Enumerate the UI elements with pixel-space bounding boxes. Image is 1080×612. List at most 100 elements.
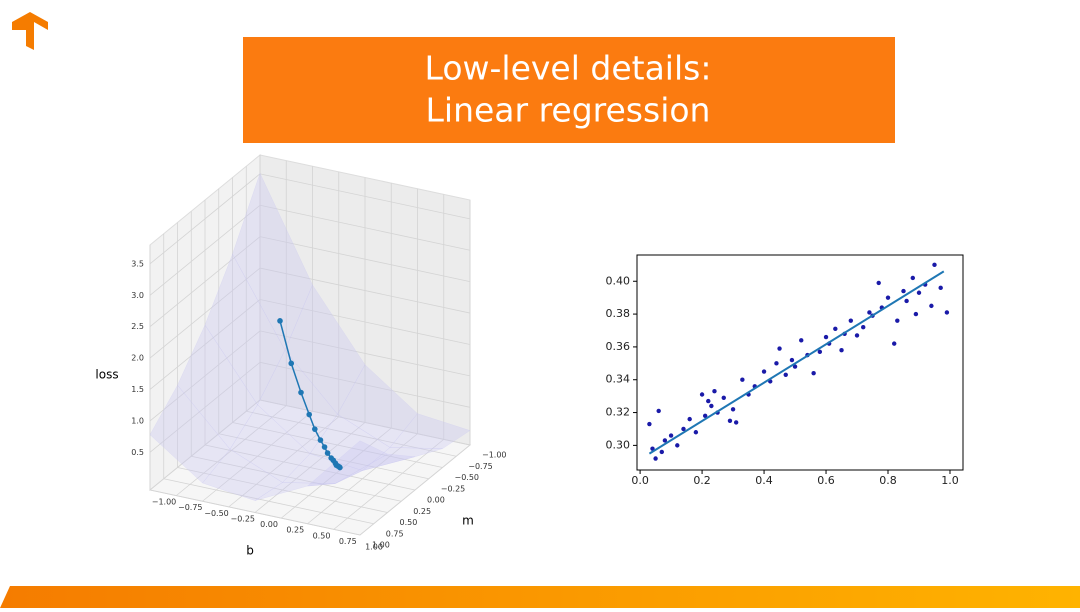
scatter-point bbox=[675, 443, 680, 448]
trajectory-point bbox=[306, 411, 313, 418]
surface-patch bbox=[334, 453, 416, 484]
y-tick-label: 0.40 bbox=[606, 274, 631, 287]
scatter-point bbox=[727, 418, 733, 423]
grid-line bbox=[149, 299, 261, 390]
logo bbox=[12, 12, 48, 50]
z-tick-label: 1.0 bbox=[131, 416, 144, 425]
grid-line bbox=[259, 330, 471, 377]
grid-line bbox=[149, 204, 261, 296]
z-tick-label: 0.5 bbox=[131, 448, 144, 457]
title-line: Linear regression bbox=[426, 91, 711, 130]
scatter-point bbox=[659, 449, 664, 455]
grid-line bbox=[149, 236, 261, 327]
z-tick-label: 3.0 bbox=[131, 291, 144, 300]
surface-patch bbox=[149, 384, 231, 484]
scatter-point bbox=[653, 456, 658, 461]
scatter-point bbox=[733, 420, 739, 425]
x-tick-label: 0.00 bbox=[260, 520, 278, 529]
grid-line bbox=[246, 410, 457, 457]
grid-line bbox=[149, 330, 261, 422]
scatter-point bbox=[647, 421, 652, 427]
y-tick-label: −0.50 bbox=[455, 473, 480, 482]
grid-line bbox=[259, 361, 471, 408]
grid-line bbox=[163, 478, 374, 525]
scatter-point bbox=[702, 413, 708, 419]
grid-line bbox=[191, 455, 402, 502]
x-tick-label: −0.75 bbox=[178, 503, 203, 512]
y-tick-label: 0.50 bbox=[400, 518, 418, 527]
surface-patch bbox=[229, 404, 311, 483]
y-tick-label: 1.00 bbox=[372, 541, 390, 550]
z-axis-label: loss bbox=[95, 368, 118, 382]
plot-frame bbox=[636, 254, 964, 471]
surface-patch bbox=[337, 364, 418, 448]
scatter-point bbox=[687, 416, 692, 422]
y-tick-label: 0.75 bbox=[386, 529, 404, 538]
scatter-point bbox=[885, 295, 891, 300]
scatter-point bbox=[913, 311, 919, 317]
y-tick-label: 0.25 bbox=[413, 507, 431, 516]
scatter-point bbox=[721, 395, 726, 400]
scatter-point bbox=[910, 275, 915, 281]
grid-line bbox=[149, 173, 261, 265]
z-tick-label: 1.5 bbox=[131, 385, 144, 394]
y-tick-label: 0.32 bbox=[606, 406, 631, 419]
x-tick-label: −0.50 bbox=[204, 509, 229, 518]
z-tick-label: 2.0 bbox=[131, 354, 144, 363]
surface-patch bbox=[281, 453, 364, 484]
fit-line bbox=[648, 270, 945, 455]
grid-line bbox=[259, 399, 471, 446]
y-axis-label: m bbox=[462, 514, 474, 528]
grid-line bbox=[259, 267, 471, 314]
scatter-point bbox=[792, 364, 798, 369]
x-tick-label: 0.75 bbox=[339, 537, 357, 546]
scatter-point bbox=[706, 398, 711, 404]
scatter-point bbox=[650, 446, 655, 451]
scatter-point bbox=[848, 318, 854, 323]
scatter-point bbox=[699, 392, 705, 397]
scatter-point bbox=[817, 349, 823, 355]
scatter-point bbox=[709, 403, 714, 409]
scatter-point bbox=[895, 318, 900, 323]
scatter-point bbox=[789, 357, 795, 363]
scatter-point bbox=[867, 310, 872, 315]
title-banner bbox=[243, 37, 895, 143]
x-tick-label: 0.4 bbox=[755, 474, 773, 487]
grid-line bbox=[259, 173, 471, 220]
x-tick-label: 0.0 bbox=[631, 474, 649, 487]
surface-patch bbox=[177, 324, 258, 450]
surface-patch bbox=[254, 482, 336, 501]
surface-patch bbox=[284, 284, 366, 415]
y-tick-label: 0.38 bbox=[606, 307, 631, 320]
scatter-point bbox=[761, 369, 767, 374]
grid-line bbox=[259, 236, 471, 283]
scatter-point bbox=[833, 326, 838, 332]
scatter-point bbox=[823, 334, 829, 340]
scatter-point bbox=[929, 303, 934, 309]
x-tick-label: 1.0 bbox=[941, 474, 959, 487]
grid-line bbox=[149, 489, 361, 536]
scatter-point bbox=[777, 346, 782, 351]
trajectory-point bbox=[317, 437, 324, 443]
scatter-point bbox=[712, 389, 717, 394]
surface-patch bbox=[202, 448, 283, 501]
trajectory-point bbox=[337, 464, 343, 471]
scatter-point bbox=[799, 338, 804, 343]
scatter-point bbox=[811, 370, 816, 376]
scatter-point bbox=[901, 288, 906, 294]
x-axis-label: b bbox=[246, 544, 254, 558]
x-tick-label: 0.25 bbox=[286, 526, 304, 535]
scatter-point bbox=[656, 408, 661, 414]
scatter-point bbox=[904, 298, 909, 304]
scatter-point bbox=[740, 377, 745, 382]
surface-patch bbox=[306, 440, 389, 487]
trajectory-point bbox=[277, 318, 283, 324]
scatter-point bbox=[693, 430, 699, 435]
z-tick-label: 3.5 bbox=[131, 259, 144, 268]
trajectory-point bbox=[312, 426, 318, 432]
scatter-point bbox=[681, 426, 686, 432]
scatter-chart: 0.0 0.2 0.4 0.6 0.8 1.0 0.30 0.32 0.34 0.36 0.38 0.… bbox=[606, 254, 964, 487]
grid-line bbox=[149, 267, 261, 359]
